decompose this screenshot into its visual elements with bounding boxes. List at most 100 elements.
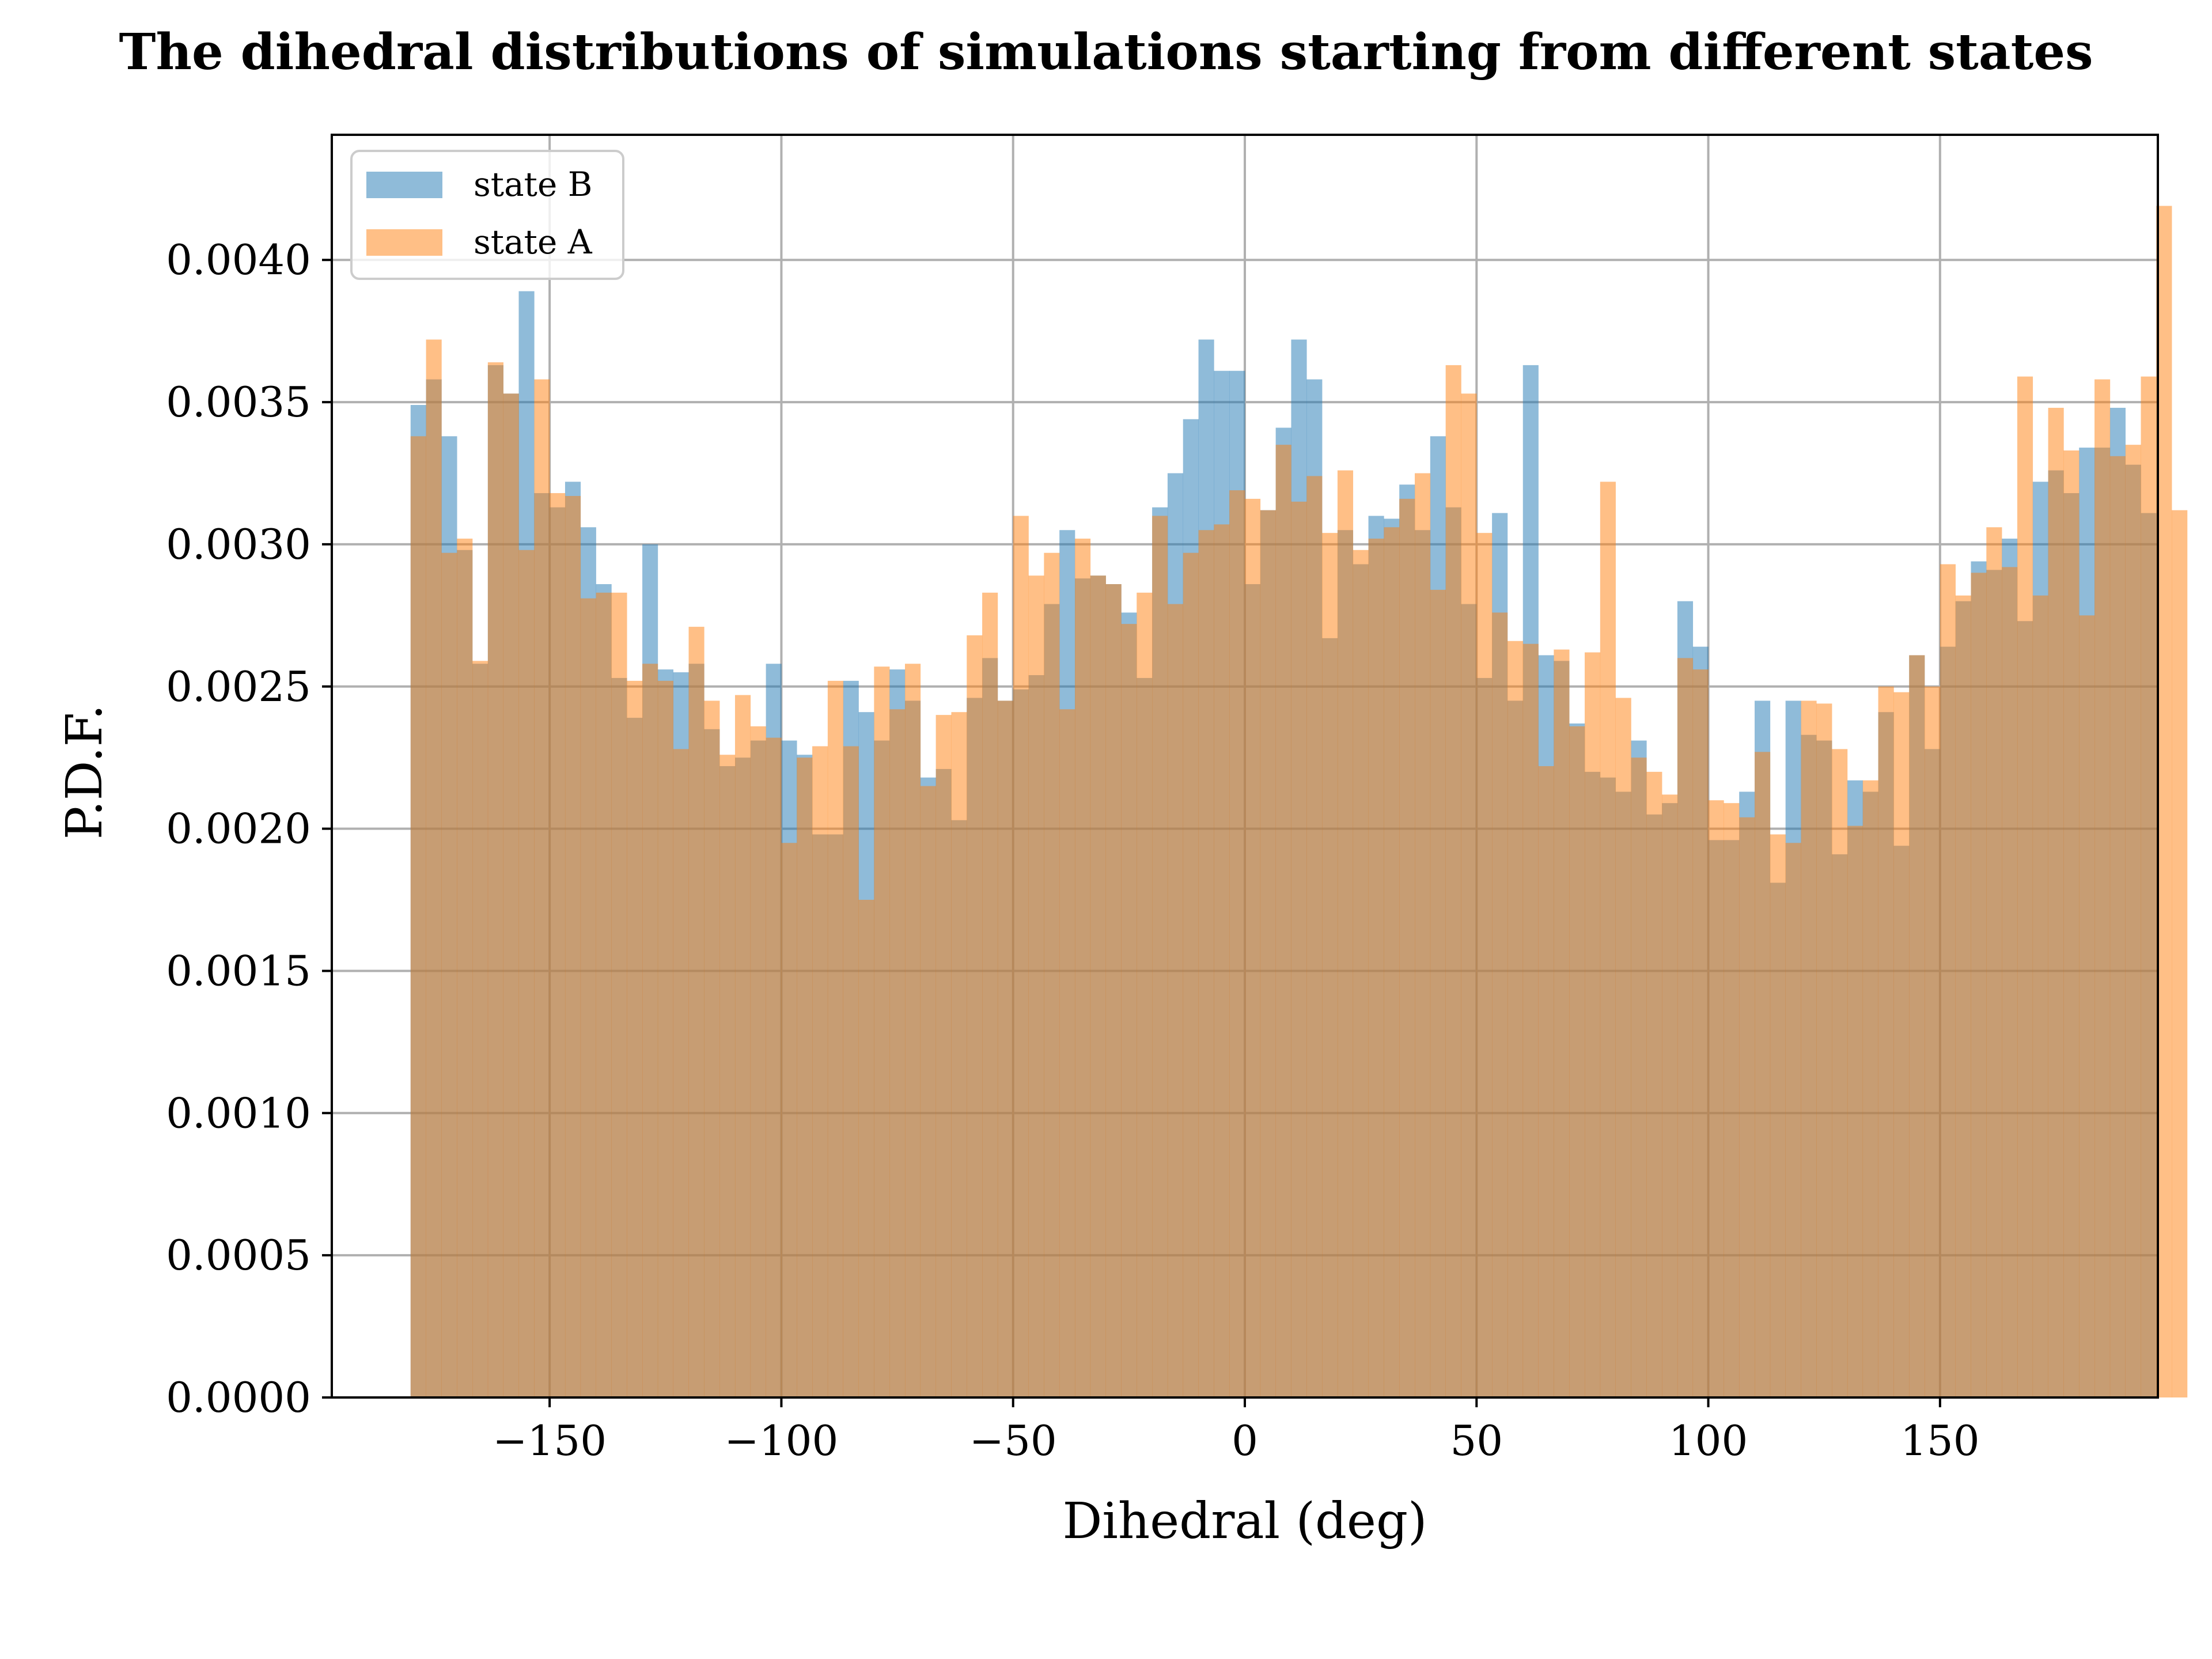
histogram-bar — [2109, 456, 2126, 1397]
histogram-bar — [843, 746, 859, 1397]
y-tick-label: 0.0015 — [166, 946, 311, 995]
y-axis: 0.0000 0.0005 0.0010 0.0015 0.0020 0.0025 0.00… — [166, 236, 332, 1422]
histogram-bar — [967, 635, 983, 1397]
histogram-bar — [1167, 604, 1184, 1397]
legend-label-state-a: state A — [474, 222, 593, 262]
histogram-bar — [781, 843, 797, 1397]
histogram-bar — [1337, 470, 1354, 1397]
histogram-bar — [982, 592, 998, 1397]
x-tick-label: 0 — [1232, 1416, 1258, 1465]
x-axis-label: Dihedral (deg) — [1062, 1493, 1427, 1550]
histogram-bar — [719, 755, 736, 1397]
histogram-bar — [657, 680, 673, 1397]
histogram-bar — [1492, 612, 1508, 1397]
histogram-bar — [2063, 450, 2080, 1397]
histogram-bar — [874, 666, 890, 1397]
histogram-bar — [550, 493, 566, 1397]
histogram-bar — [1306, 476, 1323, 1398]
histogram-bar — [410, 436, 426, 1397]
histogram-bar — [1925, 686, 1941, 1397]
histogram-bar — [1013, 516, 1029, 1397]
histogram-bar — [2172, 510, 2188, 1397]
histogram-bar — [596, 592, 612, 1397]
histogram-bar — [2048, 407, 2064, 1397]
histogram-bar — [766, 737, 782, 1397]
histogram-bar — [2002, 567, 2018, 1397]
histogram-bar — [1121, 624, 1137, 1397]
histogram-bar — [1569, 726, 1585, 1397]
histogram-bar — [1677, 658, 1694, 1397]
histogram-bar — [904, 664, 921, 1397]
histogram-bar — [1816, 703, 1832, 1397]
histogram-bar — [812, 746, 828, 1397]
histogram-bar — [518, 550, 535, 1398]
histogram-bar — [1044, 552, 1060, 1397]
histogram-bar — [1183, 552, 1199, 1397]
histogram-bar — [1476, 533, 1493, 1397]
histogram-bar — [1585, 652, 1601, 1397]
histogram-bar — [627, 680, 643, 1397]
histogram-bar — [1631, 757, 1647, 1397]
histogram-bar — [1847, 825, 1863, 1397]
x-tick-label: −50 — [969, 1416, 1057, 1465]
legend: state B state A — [350, 150, 624, 280]
histogram-bar — [1770, 834, 1786, 1397]
legend-swatch-state-b — [366, 172, 442, 198]
histogram-bar — [750, 726, 766, 1397]
histogram-bar — [1724, 803, 1740, 1397]
histogram-bar — [2079, 615, 2095, 1397]
x-tick-label: −100 — [725, 1416, 839, 1465]
histogram-bar — [827, 680, 844, 1397]
histogram-bar — [1214, 524, 1230, 1397]
histogram-bar — [1430, 589, 1446, 1397]
x-tick-label: 50 — [1450, 1416, 1503, 1465]
y-tick-label: 0.0035 — [166, 378, 311, 426]
histogram-bar — [1600, 482, 1616, 1397]
histogram-bar — [858, 900, 874, 1397]
histogram-bar — [1692, 669, 1709, 1397]
histogram-bar — [472, 661, 488, 1397]
histogram-bar — [2094, 379, 2111, 1397]
histogram-bar — [1399, 498, 1415, 1397]
histogram-bar — [1832, 749, 1848, 1397]
histogram-bar — [1198, 530, 1214, 1397]
y-tick-label: 0.0010 — [166, 1089, 311, 1137]
histogram-bar — [1615, 698, 1631, 1397]
y-tick-label: 0.0020 — [166, 805, 311, 853]
histogram-bar — [441, 552, 457, 1397]
histogram-bar — [997, 700, 1014, 1397]
histogram-bar — [1708, 800, 1724, 1397]
histogram-bar — [565, 495, 581, 1397]
histogram-bar — [797, 757, 813, 1397]
histogram-bar — [920, 786, 936, 1397]
histogram-bar — [1445, 365, 1461, 1398]
histogram-bar — [1801, 700, 1817, 1397]
histogram-bar — [1755, 752, 1771, 1397]
histogram-bar — [1059, 709, 1075, 1397]
histogram-bar — [1384, 527, 1400, 1397]
y-tick-label: 0.0030 — [166, 520, 311, 569]
histogram-bar — [1353, 550, 1369, 1398]
histogram-bar — [1986, 527, 2002, 1397]
histogram-bar — [1137, 592, 1153, 1397]
histogram-bar — [642, 664, 658, 1397]
histogram-bar — [2141, 376, 2157, 1397]
histogram-bar — [734, 695, 751, 1397]
y-tick-label: 0.0000 — [166, 1373, 311, 1422]
histogram-bar — [1291, 501, 1307, 1397]
histogram-bar — [487, 362, 503, 1397]
series-state-a-bars — [410, 206, 2188, 1398]
histogram-bar — [1322, 533, 1338, 1397]
histogram-bar — [1554, 649, 1570, 1397]
y-axis-label: P.D.F. — [56, 704, 113, 840]
histogram-bar — [1522, 643, 1539, 1397]
y-tick-label: 0.0025 — [166, 662, 311, 711]
histogram-bar — [1909, 655, 1925, 1397]
histogram-bar — [688, 627, 704, 1397]
chart-title: The dihedral distributions of simulation… — [119, 23, 2093, 81]
histogram-bar — [1878, 686, 1894, 1397]
histogram-bar — [1785, 843, 1801, 1397]
histogram-bar — [503, 393, 519, 1398]
histogram-bar — [1940, 564, 1956, 1397]
